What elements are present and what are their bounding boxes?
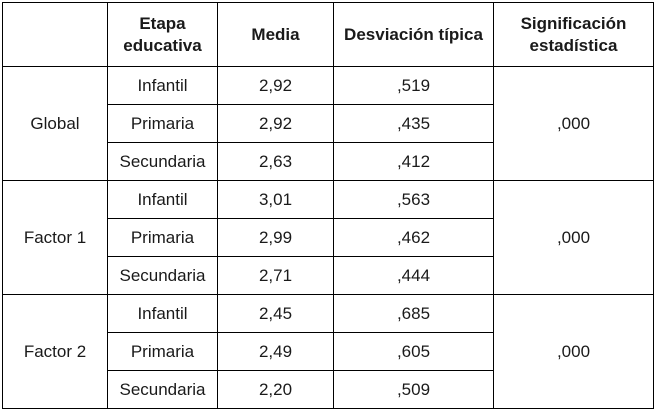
table-row: Secundaria 2,71 ,444 — [3, 256, 654, 295]
sd-cell: ,563 — [333, 180, 494, 219]
group-label: Global — [2, 66, 108, 181]
stage-cell: Secundaria — [107, 142, 218, 181]
stage-cell: Primaria — [107, 104, 218, 143]
stage-cell: Primaria — [107, 332, 218, 371]
mean-cell: 2,92 — [217, 104, 334, 143]
sd-cell: ,685 — [333, 294, 494, 333]
group-label: Factor 2 — [2, 294, 108, 409]
mean-cell: 3,01 — [217, 180, 334, 219]
header-row: Etapa educativa Media Desviación típica … — [2, 2, 654, 67]
table-row: Factor 2 Infantil 2,45 ,685 ,000 — [2, 294, 654, 409]
stage-cell: Primaria — [107, 218, 218, 257]
significance-cell: ,000 — [493, 66, 654, 181]
mean-cell: 2,45 — [217, 294, 334, 333]
table-row: Primaria 2,99 ,462 — [3, 218, 654, 257]
mean-cell: 2,71 — [217, 256, 334, 295]
significance-cell: ,000 — [493, 180, 654, 295]
header-significance: Significación estadística — [493, 2, 654, 67]
mean-cell: 2,49 — [217, 332, 334, 371]
sd-cell: ,435 — [333, 104, 494, 143]
stage-cell: Secundaria — [107, 370, 218, 409]
table-row: Secundaria 2,63 ,412 — [3, 142, 654, 181]
header-mean: Media — [217, 2, 334, 67]
table-row: Primaria 2,92 ,435 — [3, 104, 654, 143]
sd-cell: ,444 — [333, 256, 494, 295]
stage-cell: Infantil — [107, 66, 218, 105]
sd-cell: ,605 — [333, 332, 494, 371]
sd-cell: ,462 — [333, 218, 494, 257]
sd-cell: ,412 — [333, 142, 494, 181]
mean-cell: 2,63 — [217, 142, 334, 181]
stage-cell: Infantil — [107, 180, 218, 219]
stage-cell: Secundaria — [107, 256, 218, 295]
sd-cell: ,519 — [333, 66, 494, 105]
table-row: Global Infantil 2,92 ,519 ,000 — [2, 66, 654, 181]
statistics-table: Etapa educativa Media Desviación típica … — [2, 2, 654, 409]
mean-cell: 2,92 — [217, 66, 334, 105]
mean-cell: 2,20 — [217, 370, 334, 409]
significance-cell: ,000 — [493, 294, 654, 409]
header-sd: Desviación típica — [333, 2, 494, 67]
table-row: Factor 1 Infantil 3,01 ,563 ,000 — [2, 180, 654, 295]
header-stage: Etapa educativa — [107, 2, 218, 67]
header-empty-cell — [2, 2, 108, 67]
table-row: Secundaria 2,20 ,509 — [3, 370, 654, 409]
sd-cell: ,509 — [333, 370, 494, 409]
table-row: Primaria 2,49 ,605 — [3, 332, 654, 371]
stage-cell: Infantil — [107, 294, 218, 333]
group-label: Factor 1 — [2, 180, 108, 295]
mean-cell: 2,99 — [217, 218, 334, 257]
